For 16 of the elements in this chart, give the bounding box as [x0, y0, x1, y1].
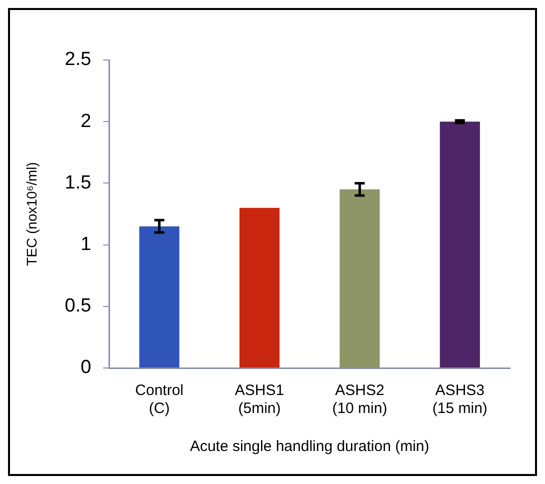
x-tick-label: Control (C) — [135, 382, 184, 418]
bar — [139, 226, 180, 368]
bar — [440, 122, 480, 368]
y-tick-label: 2 — [80, 110, 92, 132]
x-axis-title: Acute single handling duration (min) — [190, 438, 430, 456]
y-tick-label: 1 — [80, 234, 92, 256]
bar — [239, 208, 280, 368]
x-tick-label: ASHS1 (5min) — [234, 382, 284, 418]
x-tick-label: ASHS3 (15 min) — [432, 382, 488, 418]
y-axis-title: TEC (nox10⁶/ml) — [23, 162, 40, 266]
y-tick-label: 1.5 — [64, 172, 92, 194]
y-tick-label: 0.5 — [64, 296, 92, 317]
x-tick-label: ASHS2 (10 min) — [332, 382, 388, 418]
bar — [340, 189, 380, 368]
y-tick-label: 2.5 — [64, 49, 92, 70]
y-tick-label: 0 — [80, 357, 92, 378]
